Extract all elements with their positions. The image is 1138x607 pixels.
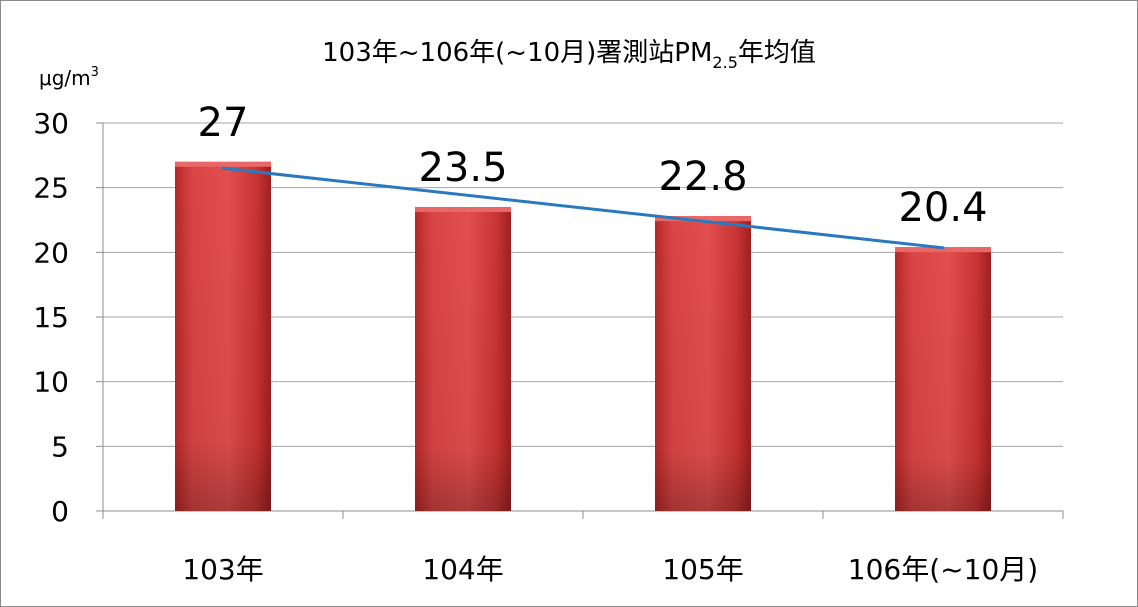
bar-cap xyxy=(895,247,991,253)
bar-2 xyxy=(415,207,511,512)
x-category-label: 105年 xyxy=(662,553,743,586)
x-category-label: 106年(~10月) xyxy=(848,553,1038,586)
data-labels: 27 23.5 22.8 20.4 xyxy=(198,100,988,231)
y-axis-unit-superscript: 3 xyxy=(91,65,99,80)
data-label: 20.4 xyxy=(898,185,987,231)
data-label: 22.8 xyxy=(658,154,747,200)
y-tick-label: 15 xyxy=(33,301,69,334)
chart-title-suffix: 年均值 xyxy=(738,38,816,68)
y-tick-label: 5 xyxy=(51,430,69,463)
bar-shade xyxy=(895,247,991,511)
trendline-group xyxy=(221,166,945,250)
y-tick-label: 20 xyxy=(33,236,69,269)
bar-shade xyxy=(655,216,751,511)
y-tick-label: 25 xyxy=(33,172,69,205)
bar-shade xyxy=(415,207,511,512)
bars xyxy=(175,161,991,512)
y-tick-label: 0 xyxy=(51,495,69,528)
trendline xyxy=(221,166,945,250)
bar-3 xyxy=(655,216,751,511)
y-axis-unit: μg/m3 xyxy=(39,65,99,90)
x-axis-category-labels: 103年 104年 105年 106年(~10月) xyxy=(182,553,1038,586)
bar-4 xyxy=(895,247,991,511)
bar-1 xyxy=(175,161,271,512)
bar-cap xyxy=(415,207,511,213)
x-category-label: 104年 xyxy=(422,553,503,586)
y-tick-label: 10 xyxy=(33,366,69,399)
data-label: 23.5 xyxy=(418,145,507,191)
bar-cap xyxy=(655,216,751,222)
bar-shade xyxy=(175,161,271,512)
chart-title: 103年~106年(~10月)署測站PM2.5年均值 xyxy=(322,38,816,72)
data-label: 27 xyxy=(198,100,249,146)
bar-cap xyxy=(175,161,271,167)
x-category-label: 103年 xyxy=(182,553,263,586)
y-axis-tick-labels: 0 5 10 15 20 25 30 xyxy=(33,107,69,528)
y-tick-label: 30 xyxy=(33,107,69,140)
chart-title-subscript: 2.5 xyxy=(712,53,737,72)
